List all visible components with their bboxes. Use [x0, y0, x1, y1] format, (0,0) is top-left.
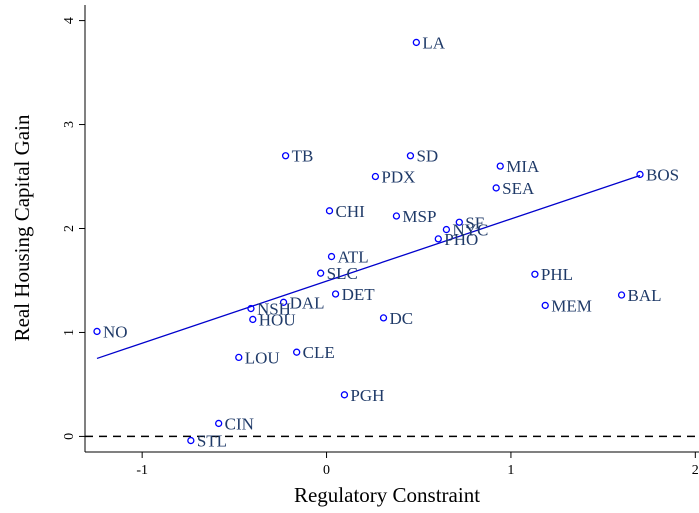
point	[187, 436, 195, 445]
point-label: TB	[292, 147, 314, 166]
x-axis-title: Regulatory Constraint	[294, 483, 480, 507]
y-tick-label: 4	[62, 17, 77, 24]
x-tick-label: 2	[692, 463, 699, 478]
point-label: DET	[342, 285, 376, 304]
point	[249, 315, 257, 324]
point-label: HOU	[259, 310, 296, 329]
point-label: LOU	[245, 348, 280, 367]
point-label: PHL	[541, 265, 573, 284]
point	[331, 290, 340, 298]
x-tick-label: 0	[323, 463, 330, 478]
point	[531, 270, 539, 278]
point-label: NYC	[452, 221, 488, 240]
point	[93, 327, 101, 336]
point-label: PGH	[350, 386, 384, 405]
point-label: SD	[416, 147, 438, 166]
point-label: MEM	[551, 296, 592, 315]
point-label: PDX	[381, 168, 415, 187]
point	[281, 152, 290, 160]
y-tick-label: 3	[62, 121, 77, 128]
point	[442, 225, 451, 234]
point	[541, 301, 549, 310]
point-label: MSP	[402, 207, 436, 226]
point-label: CHI	[335, 202, 365, 221]
point-label: NO	[103, 322, 128, 341]
point-label: PHO	[444, 230, 478, 249]
point	[215, 419, 223, 428]
point-label: SEA	[502, 179, 535, 198]
x-tick-label: -1	[136, 463, 148, 478]
point	[235, 353, 243, 362]
fit-line	[96, 174, 641, 360]
point-label: CLE	[303, 343, 335, 362]
point-label: NSH	[257, 300, 291, 319]
y-tick-label: 0	[62, 433, 77, 440]
point	[406, 152, 415, 160]
point-label: SF	[465, 213, 484, 232]
point	[327, 252, 336, 261]
point-label: STL	[197, 432, 227, 451]
point	[293, 348, 301, 356]
y-tick-label: 1	[62, 329, 77, 336]
point	[379, 314, 388, 322]
point	[392, 212, 401, 220]
x-tick-label: 1	[507, 463, 514, 478]
point-label: ATL	[338, 248, 369, 267]
point-label: DC	[390, 309, 414, 328]
point	[316, 269, 325, 277]
point-label: CIN	[225, 414, 254, 433]
point	[279, 298, 288, 306]
point	[496, 162, 504, 170]
point-label: BOS	[646, 165, 679, 184]
point-label: BAL	[628, 286, 662, 305]
point	[371, 172, 380, 181]
y-tick-label: 2	[62, 225, 77, 232]
point	[340, 391, 349, 399]
point	[325, 207, 334, 215]
point	[455, 218, 463, 226]
point-label: LA	[422, 33, 445, 52]
point	[434, 235, 442, 243]
point-label: SLC	[327, 264, 358, 283]
point-label: MIA	[506, 157, 540, 176]
point	[636, 170, 644, 179]
point-label: DAL	[290, 293, 325, 312]
point	[412, 38, 420, 47]
y-axis-title: Real Housing Capital Gain	[10, 114, 34, 341]
point	[247, 304, 255, 313]
point	[492, 184, 500, 192]
point	[617, 291, 626, 299]
